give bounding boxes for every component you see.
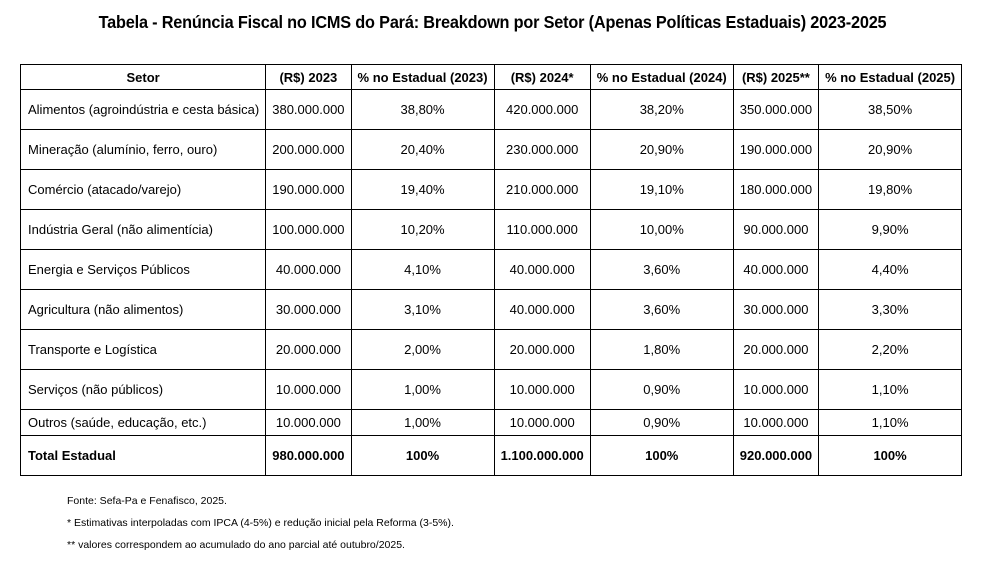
total-cell-pct-2025: 100% [818,435,963,476]
cell-value-2023: 100.000.000 [265,209,352,250]
cell-pct-2025: 20,90% [818,129,963,170]
cell-value-2024: 10.000.000 [493,369,591,410]
cell-pct-2023: 38,80% [350,89,495,130]
footnote-1: * Estimativas interpoladas com IPCA (4-5… [67,517,454,529]
cell-pct-2025: 4,40% [818,249,963,290]
total-cell-value-2024: 1.100.000.000 [493,435,591,476]
cell-value-2025: 190.000.000 [732,129,820,170]
cell-sector: Outros (saúde, educação, etc.) [19,409,267,436]
cell-value-2023: 200.000.000 [265,129,352,170]
cell-pct-2023: 4,10% [350,249,495,290]
cell-value-2024: 210.000.000 [493,169,591,210]
cell-value-2025: 10.000.000 [732,409,820,436]
cell-pct-2023: 1,00% [350,409,495,436]
header-row: Setor (R$) 2023 % no Estadual (2023) (R$… [19,64,963,90]
table-row: Transporte e Logística 20.000.000 2,00% 20.… [19,329,963,370]
cell-value-2023: 20.000.000 [265,329,352,370]
header-value-2024: (R$) 2024* [493,64,591,90]
cell-pct-2024: 19,10% [589,169,734,210]
cell-pct-2024: 3,60% [589,289,734,330]
cell-value-2024: 420.000.000 [493,89,591,130]
cell-sector: Energia e Serviços Públicos [19,249,267,290]
cell-value-2025: 350.000.000 [732,89,820,130]
cell-value-2023: 190.000.000 [265,169,352,210]
cell-value-2024: 10.000.000 [493,409,591,436]
footnotes: Fonte: Sefa-Pa e Fenafisco, 2025. * Esti… [67,490,454,556]
cell-value-2025: 40.000.000 [732,249,820,290]
cell-value-2023: 40.000.000 [265,249,352,290]
header-pct-2024: % no Estadual (2024) [589,64,734,90]
cell-pct-2025: 1,10% [818,369,963,410]
table-row: Outros (saúde, educação, etc.) 10.000.000… [19,409,963,436]
cell-pct-2023: 2,00% [350,329,495,370]
cell-pct-2023: 19,40% [350,169,495,210]
cell-pct-2023: 1,00% [350,369,495,410]
cell-pct-2025: 38,50% [818,89,963,130]
cell-value-2025: 90.000.000 [732,209,820,250]
cell-pct-2024: 0,90% [589,369,734,410]
header-pct-2025: % no Estadual (2025) [818,64,963,90]
cell-sector: Transporte e Logística [19,329,267,370]
cell-sector: Comércio (atacado/varejo) [19,169,267,210]
total-cell-pct-2023: 100% [350,435,495,476]
cell-value-2023: 30.000.000 [265,289,352,330]
cell-sector: Alimentos (agroindústria e cesta básica) [19,89,267,130]
cell-value-2023: 380.000.000 [265,89,352,130]
table-title: Tabela - Renúncia Fiscal no ICMS do Pará… [98,12,887,32]
cell-value-2024: 230.000.000 [493,129,591,170]
total-cell-value-2025: 920.000.000 [732,435,820,476]
cell-pct-2024: 3,60% [589,249,734,290]
header-value-2025: (R$) 2025** [732,64,820,90]
table-row: Energia e Serviços Públicos 40.000.000 4,1… [19,249,963,290]
cell-pct-2024: 1,80% [589,329,734,370]
cell-pct-2024: 38,20% [589,89,734,130]
table-row: Comércio (atacado/varejo) 190.000.000 19,4… [19,169,963,210]
cell-value-2025: 30.000.000 [732,289,820,330]
cell-pct-2025: 3,30% [818,289,963,330]
cell-value-2024: 20.000.000 [493,329,591,370]
header-value-2023: (R$) 2023 [265,64,352,90]
cell-value-2023: 10.000.000 [265,369,352,410]
footnote-2: ** valores correspondem ao acumulado do … [67,539,405,551]
header-sector: Setor [19,64,267,90]
cell-sector: Serviços (não públicos) [19,369,267,410]
cell-pct-2025: 2,20% [818,329,963,370]
table-row: Agricultura (não alimentos) 30.000.000 3,1… [19,289,963,330]
cell-sector: Indústria Geral (não alimentícia) [19,209,267,250]
table-row: Serviços (não públicos) 10.000.000 1,00% 10… [19,369,963,410]
cell-pct-2024: 20,90% [589,129,734,170]
table-row: Mineração (alumínio, ferro, ouro) 200.000… [19,129,963,170]
cell-pct-2023: 3,10% [350,289,495,330]
source-note: Fonte: Sefa-Pa e Fenafisco, 2025. [67,495,227,507]
header-pct-2023: % no Estadual (2023) [350,64,495,90]
cell-value-2025: 20.000.000 [732,329,820,370]
cell-sector: Mineração (alumínio, ferro, ouro) [19,129,267,170]
total-cell-value-2023: 980.000.000 [265,435,352,476]
cell-sector: Agricultura (não alimentos) [19,289,267,330]
cell-pct-2023: 20,40% [350,129,495,170]
table-row: Indústria Geral (não alimentícia) 100.000… [19,209,963,250]
total-row: Total Estadual 980.000.000 100% 1.100.000.0… [19,435,963,476]
cell-value-2024: 110.000.000 [493,209,591,250]
table-row: Alimentos (agroindústria e cesta básica)… [19,89,963,130]
cell-pct-2023: 10,20% [350,209,495,250]
cell-pct-2025: 19,80% [818,169,963,210]
sector-table: Setor (R$) 2023 % no Estadual (2023) (R$… [19,64,963,476]
cell-pct-2025: 9,90% [818,209,963,250]
cell-value-2025: 10.000.000 [732,369,820,410]
total-cell-pct-2024: 100% [589,435,734,476]
cell-pct-2024: 10,00% [589,209,734,250]
cell-value-2025: 180.000.000 [732,169,820,210]
cell-value-2023: 10.000.000 [265,409,352,436]
cell-pct-2025: 1,10% [818,409,963,436]
cell-value-2024: 40.000.000 [493,249,591,290]
cell-pct-2024: 0,90% [589,409,734,436]
cell-value-2024: 40.000.000 [493,289,591,330]
total-cell-sector: Total Estadual [19,435,267,476]
